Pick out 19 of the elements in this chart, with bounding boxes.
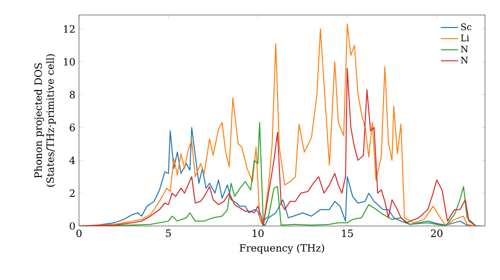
legend-label: Sc [461,23,472,30]
legend-label: Li [460,34,470,42]
x-tick-label: 0 [76,230,82,238]
y-tick-label: 6 [70,124,75,132]
x-axis-title: Frequency (THz) [240,244,324,254]
y-tick-label: 4 [69,156,75,164]
y-tick-label: 12 [64,25,74,33]
legend-label: N [460,56,468,64]
y-tick-label: 0 [70,222,75,230]
line-series [79,68,477,226]
x-tick-label: 20 [431,230,442,238]
y-tick-label: 2 [70,189,74,197]
y-axis-title: Phonon projected DOS (States/THz·primitive cell) [34,54,56,187]
y-tick-label: 10 [64,58,75,66]
x-tick-label: 10 [252,230,264,238]
legend-label: N [460,46,468,52]
y-tick-label: 8 [70,90,75,98]
x-tick-label: 15 [342,230,353,238]
x-tick-label: 5 [166,230,171,237]
